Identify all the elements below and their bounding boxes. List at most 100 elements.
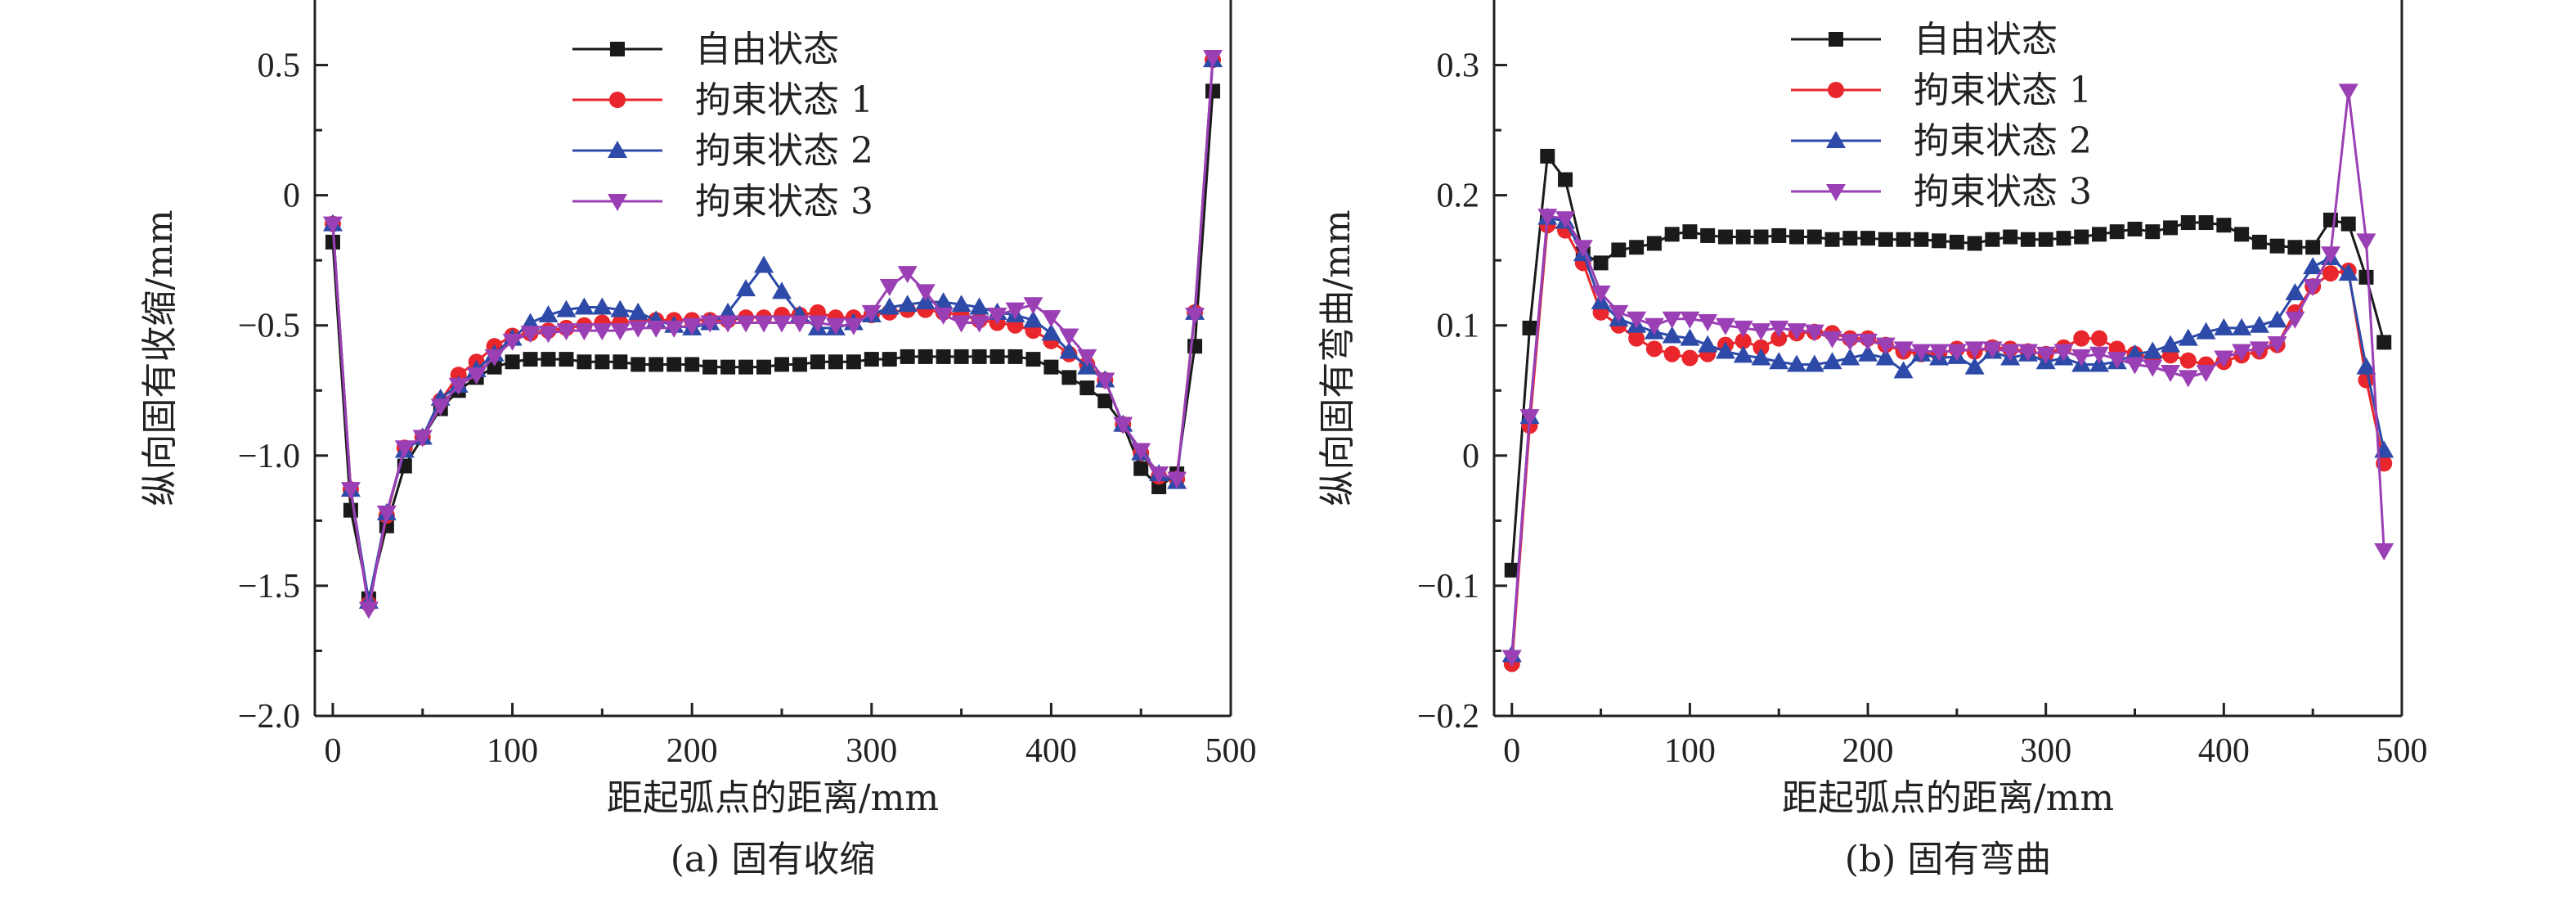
- data-point: [538, 305, 559, 322]
- data-point: [2285, 282, 2305, 300]
- y-tick-label: −0.1: [1417, 568, 1479, 605]
- data-point: [1700, 227, 1716, 243]
- data-point: [2180, 215, 2196, 231]
- data-point: [2179, 352, 2197, 369]
- data-point: [1663, 345, 1681, 362]
- data-point: [2232, 344, 2252, 362]
- data-point: [2038, 232, 2053, 247]
- data-point: [1133, 461, 1149, 476]
- data-point: [2198, 215, 2214, 231]
- legend-marker: [610, 42, 625, 56]
- data-point: [538, 326, 559, 344]
- data-point: [1715, 341, 1735, 359]
- data-point: [774, 357, 789, 372]
- data-point: [1733, 320, 1753, 338]
- data-point: [1522, 320, 1537, 335]
- data-point: [2251, 234, 2267, 250]
- data-point: [720, 359, 736, 375]
- data-point: [1735, 332, 1752, 349]
- data-point: [1558, 172, 1573, 187]
- x-axis-label: 距起弧点的距离/mm: [607, 777, 939, 819]
- data-point: [1911, 344, 1932, 362]
- legend-marker: [1826, 184, 1846, 201]
- panel-caption: (b) 固有弯曲: [1845, 839, 2051, 880]
- data-point: [2358, 269, 2374, 285]
- data-point: [1680, 311, 1700, 329]
- data-point: [1735, 229, 1751, 245]
- data-point: [1203, 50, 1223, 67]
- data-point: [592, 323, 613, 341]
- x-tick-label: 200: [666, 732, 718, 770]
- data-point: [1664, 227, 1680, 242]
- data-point: [574, 323, 595, 341]
- data-point: [2178, 370, 2198, 388]
- data-point: [664, 320, 684, 338]
- data-point: [1185, 308, 1205, 325]
- data-point: [1131, 443, 1151, 461]
- y-tick-label: −0.5: [238, 308, 300, 345]
- data-point: [1077, 349, 1097, 367]
- data-point: [487, 359, 502, 375]
- data-point: [1878, 232, 1893, 247]
- data-point: [990, 349, 1005, 364]
- legend-marker: [1829, 32, 1843, 47]
- data-point: [2374, 542, 2394, 560]
- data-point: [1967, 236, 1982, 251]
- legend-marker: [608, 194, 627, 211]
- chart-panel-a: 0 100 200 300 400 500 −2.0 −1.5 −1.0 −0.5 0 0.5 距起弧点…: [139, 0, 1257, 880]
- data-point: [2303, 257, 2323, 275]
- y-tick-label: 0.1: [1437, 308, 1480, 345]
- data-point: [1041, 310, 1061, 328]
- data-point: [592, 297, 613, 315]
- data-point: [1858, 333, 1878, 351]
- panel-caption: (a) 固有收缩: [671, 839, 876, 880]
- data-point: [2214, 317, 2234, 335]
- data-point: [1715, 317, 1735, 335]
- data-point: [1646, 236, 1662, 251]
- data-point: [789, 315, 810, 333]
- data-point: [412, 430, 433, 448]
- data-point: [1627, 311, 1647, 329]
- data-point: [736, 279, 756, 297]
- legend-label: 拘束状态 3: [695, 181, 873, 223]
- data-point: [1059, 328, 1079, 346]
- data-point: [1804, 354, 1824, 372]
- data-point: [541, 352, 556, 367]
- data-point: [1949, 234, 1964, 250]
- data-point: [610, 299, 631, 317]
- x-tick-label: 300: [846, 732, 897, 770]
- legend-label: 拘束状态 3: [1914, 171, 2092, 213]
- data-point: [2267, 336, 2287, 353]
- y-tick-label: 0.3: [1437, 47, 1480, 85]
- data-point: [987, 308, 1008, 325]
- y-axis-label: 纵向固有收缩/mm: [139, 209, 181, 506]
- data-point: [1751, 348, 1771, 366]
- data-point: [2285, 311, 2305, 329]
- data-point: [2000, 344, 2021, 362]
- data-point: [325, 234, 340, 250]
- data-point: [2356, 233, 2376, 251]
- data-point: [1893, 341, 1914, 359]
- data-point: [1822, 331, 1842, 349]
- series-4: [322, 50, 1223, 619]
- data-point: [1806, 229, 1822, 245]
- data-point: [882, 352, 897, 367]
- data-point: [1753, 229, 1769, 245]
- data-point: [2338, 83, 2358, 101]
- data-point: [1681, 349, 1699, 367]
- data-point: [879, 297, 900, 315]
- data-point: [771, 281, 792, 299]
- data-point: [556, 299, 577, 317]
- data-point: [2267, 310, 2287, 328]
- data-point: [484, 349, 505, 367]
- x-tick-label: 300: [2020, 732, 2071, 770]
- data-point: [1593, 255, 1609, 271]
- legend-marker: [1828, 82, 1844, 98]
- data-point: [1591, 285, 1611, 303]
- data-point: [900, 349, 915, 364]
- x-tick-label: 0: [324, 732, 341, 770]
- data-point: [1025, 352, 1041, 367]
- y-tick-label: −0.2: [1417, 698, 1479, 736]
- y-tick-label: 0: [1462, 438, 1479, 475]
